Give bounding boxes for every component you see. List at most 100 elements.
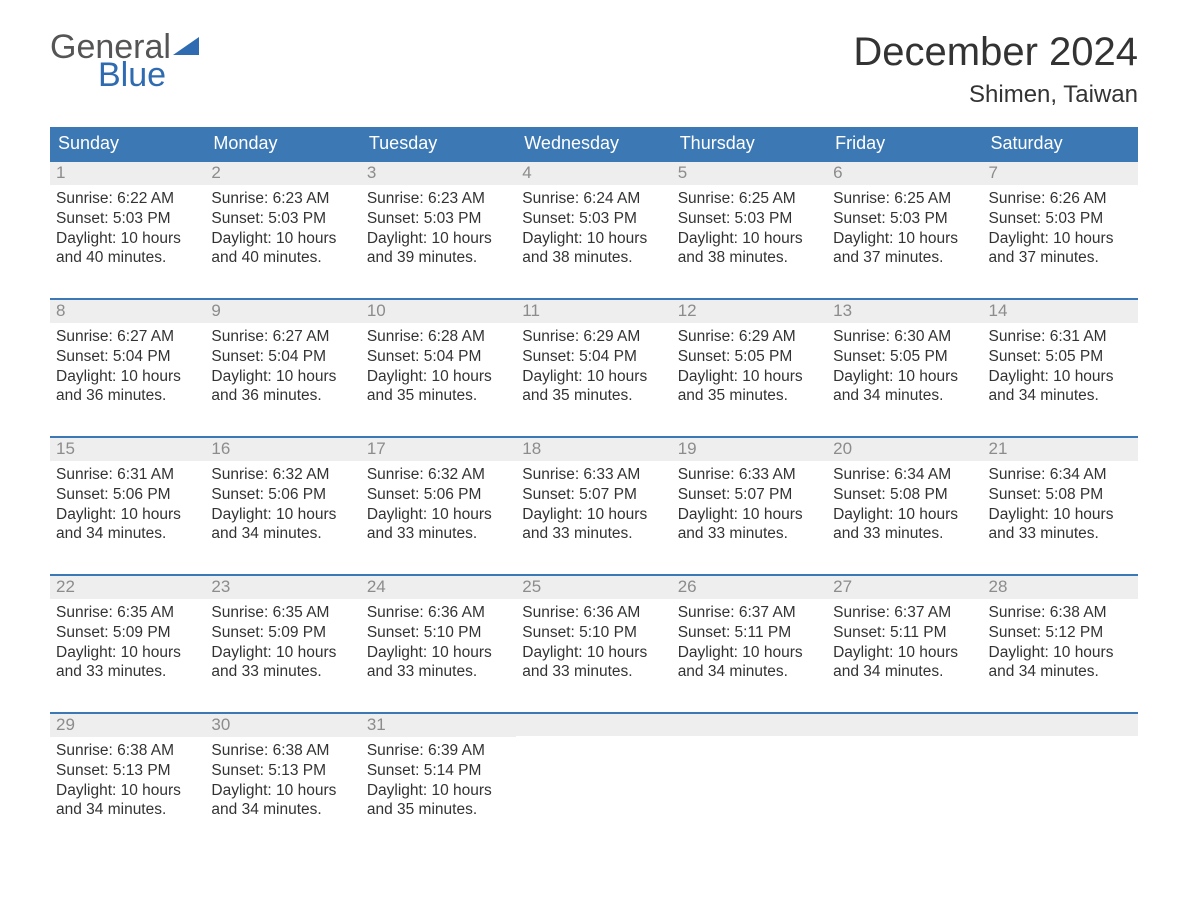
date-number: 6 bbox=[827, 162, 982, 185]
title-block: December 2024 Shimen, Taiwan bbox=[853, 30, 1138, 109]
cell-line-dl2: and 33 minutes. bbox=[56, 662, 199, 682]
cell-body: Sunrise: 6:24 AMSunset: 5:03 PMDaylight:… bbox=[516, 185, 671, 272]
cell-line-dl1: Daylight: 10 hours bbox=[211, 229, 354, 249]
cell-line-sunrise: Sunrise: 6:29 AM bbox=[678, 327, 821, 347]
cell-body: Sunrise: 6:35 AMSunset: 5:09 PMDaylight:… bbox=[205, 599, 360, 686]
cell-line-dl2: and 34 minutes. bbox=[989, 662, 1132, 682]
cell-body: Sunrise: 6:37 AMSunset: 5:11 PMDaylight:… bbox=[827, 599, 982, 686]
cell-line-sunset: Sunset: 5:09 PM bbox=[211, 623, 354, 643]
calendar-cell: 21Sunrise: 6:34 AMSunset: 5:08 PMDayligh… bbox=[983, 438, 1138, 556]
month-title: December 2024 bbox=[853, 30, 1138, 75]
cell-line-sunrise: Sunrise: 6:35 AM bbox=[56, 603, 199, 623]
day-header-sat: Saturday bbox=[983, 127, 1138, 162]
date-number: 16 bbox=[205, 438, 360, 461]
cell-line-dl2: and 33 minutes. bbox=[678, 524, 821, 544]
cell-body: Sunrise: 6:38 AMSunset: 5:12 PMDaylight:… bbox=[983, 599, 1138, 686]
cell-line-dl2: and 35 minutes. bbox=[522, 386, 665, 406]
cell-body: Sunrise: 6:38 AMSunset: 5:13 PMDaylight:… bbox=[205, 737, 360, 824]
cell-line-dl1: Daylight: 10 hours bbox=[367, 229, 510, 249]
date-number: 15 bbox=[50, 438, 205, 461]
cell-line-dl1: Daylight: 10 hours bbox=[989, 505, 1132, 525]
cell-body: Sunrise: 6:30 AMSunset: 5:05 PMDaylight:… bbox=[827, 323, 982, 410]
date-number: 12 bbox=[672, 300, 827, 323]
day-header-thu: Thursday bbox=[672, 127, 827, 162]
cell-body bbox=[983, 736, 1138, 816]
cell-line-dl2: and 37 minutes. bbox=[833, 248, 976, 268]
date-number: 17 bbox=[361, 438, 516, 461]
cell-line-dl2: and 33 minutes. bbox=[367, 524, 510, 544]
cell-body: Sunrise: 6:28 AMSunset: 5:04 PMDaylight:… bbox=[361, 323, 516, 410]
cell-body: Sunrise: 6:27 AMSunset: 5:04 PMDaylight:… bbox=[50, 323, 205, 410]
cell-line-sunset: Sunset: 5:04 PM bbox=[56, 347, 199, 367]
cell-body: Sunrise: 6:22 AMSunset: 5:03 PMDaylight:… bbox=[50, 185, 205, 272]
cell-line-sunrise: Sunrise: 6:33 AM bbox=[522, 465, 665, 485]
cell-line-dl1: Daylight: 10 hours bbox=[367, 643, 510, 663]
cell-line-sunset: Sunset: 5:06 PM bbox=[211, 485, 354, 505]
cell-line-sunset: Sunset: 5:07 PM bbox=[678, 485, 821, 505]
calendar-cell: 15Sunrise: 6:31 AMSunset: 5:06 PMDayligh… bbox=[50, 438, 205, 556]
cell-body: Sunrise: 6:29 AMSunset: 5:05 PMDaylight:… bbox=[672, 323, 827, 410]
date-number: 19 bbox=[672, 438, 827, 461]
cell-line-sunset: Sunset: 5:03 PM bbox=[522, 209, 665, 229]
calendar-week: 15Sunrise: 6:31 AMSunset: 5:06 PMDayligh… bbox=[50, 436, 1138, 556]
cell-line-dl2: and 34 minutes. bbox=[211, 800, 354, 820]
cell-body: Sunrise: 6:31 AMSunset: 5:06 PMDaylight:… bbox=[50, 461, 205, 548]
cell-line-sunset: Sunset: 5:03 PM bbox=[678, 209, 821, 229]
cell-line-sunrise: Sunrise: 6:38 AM bbox=[56, 741, 199, 761]
cell-line-sunset: Sunset: 5:03 PM bbox=[56, 209, 199, 229]
cell-line-dl1: Daylight: 10 hours bbox=[989, 367, 1132, 387]
cell-line-dl1: Daylight: 10 hours bbox=[833, 229, 976, 249]
cell-body: Sunrise: 6:23 AMSunset: 5:03 PMDaylight:… bbox=[205, 185, 360, 272]
cell-body: Sunrise: 6:33 AMSunset: 5:07 PMDaylight:… bbox=[672, 461, 827, 548]
cell-line-sunrise: Sunrise: 6:27 AM bbox=[56, 327, 199, 347]
cell-line-sunset: Sunset: 5:03 PM bbox=[833, 209, 976, 229]
day-header-sun: Sunday bbox=[50, 127, 205, 162]
cell-line-dl2: and 40 minutes. bbox=[56, 248, 199, 268]
cell-body: Sunrise: 6:27 AMSunset: 5:04 PMDaylight:… bbox=[205, 323, 360, 410]
cell-line-sunset: Sunset: 5:09 PM bbox=[56, 623, 199, 643]
cell-line-sunset: Sunset: 5:04 PM bbox=[211, 347, 354, 367]
date-number: 21 bbox=[983, 438, 1138, 461]
calendar-cell: 11Sunrise: 6:29 AMSunset: 5:04 PMDayligh… bbox=[516, 300, 671, 418]
cell-line-sunrise: Sunrise: 6:32 AM bbox=[367, 465, 510, 485]
cell-line-sunrise: Sunrise: 6:25 AM bbox=[833, 189, 976, 209]
cell-line-sunrise: Sunrise: 6:30 AM bbox=[833, 327, 976, 347]
calendar-cell: 7Sunrise: 6:26 AMSunset: 5:03 PMDaylight… bbox=[983, 162, 1138, 280]
date-number: 25 bbox=[516, 576, 671, 599]
cell-line-dl1: Daylight: 10 hours bbox=[678, 643, 821, 663]
cell-line-dl2: and 33 minutes. bbox=[522, 662, 665, 682]
calendar-cell: 3Sunrise: 6:23 AMSunset: 5:03 PMDaylight… bbox=[361, 162, 516, 280]
cell-line-sunset: Sunset: 5:14 PM bbox=[367, 761, 510, 781]
date-number: 10 bbox=[361, 300, 516, 323]
cell-line-dl2: and 38 minutes. bbox=[522, 248, 665, 268]
cell-line-dl2: and 36 minutes. bbox=[56, 386, 199, 406]
date-number: 14 bbox=[983, 300, 1138, 323]
date-number: 5 bbox=[672, 162, 827, 185]
calendar-cell bbox=[983, 714, 1138, 832]
date-number: 28 bbox=[983, 576, 1138, 599]
cell-line-dl1: Daylight: 10 hours bbox=[989, 643, 1132, 663]
cell-line-dl1: Daylight: 10 hours bbox=[56, 367, 199, 387]
cell-body: Sunrise: 6:33 AMSunset: 5:07 PMDaylight:… bbox=[516, 461, 671, 548]
calendar-cell: 25Sunrise: 6:36 AMSunset: 5:10 PMDayligh… bbox=[516, 576, 671, 694]
cell-line-sunset: Sunset: 5:07 PM bbox=[522, 485, 665, 505]
calendar-cell: 18Sunrise: 6:33 AMSunset: 5:07 PMDayligh… bbox=[516, 438, 671, 556]
date-number bbox=[983, 714, 1138, 736]
calendar-cell: 4Sunrise: 6:24 AMSunset: 5:03 PMDaylight… bbox=[516, 162, 671, 280]
location-label: Shimen, Taiwan bbox=[853, 81, 1138, 109]
header-row: General Blue December 2024 Shimen, Taiwa… bbox=[50, 30, 1138, 109]
calendar-week: 22Sunrise: 6:35 AMSunset: 5:09 PMDayligh… bbox=[50, 574, 1138, 694]
calendar-cell: 2Sunrise: 6:23 AMSunset: 5:03 PMDaylight… bbox=[205, 162, 360, 280]
date-number: 30 bbox=[205, 714, 360, 737]
cell-line-sunrise: Sunrise: 6:23 AM bbox=[367, 189, 510, 209]
cell-line-dl2: and 34 minutes. bbox=[211, 524, 354, 544]
date-number: 23 bbox=[205, 576, 360, 599]
calendar-week: 8Sunrise: 6:27 AMSunset: 5:04 PMDaylight… bbox=[50, 298, 1138, 418]
brand-logo: General Blue bbox=[50, 30, 201, 92]
calendar-cell: 24Sunrise: 6:36 AMSunset: 5:10 PMDayligh… bbox=[361, 576, 516, 694]
calendar-cell: 9Sunrise: 6:27 AMSunset: 5:04 PMDaylight… bbox=[205, 300, 360, 418]
cell-line-sunset: Sunset: 5:10 PM bbox=[367, 623, 510, 643]
cell-line-sunrise: Sunrise: 6:27 AM bbox=[211, 327, 354, 347]
calendar-cell: 31Sunrise: 6:39 AMSunset: 5:14 PMDayligh… bbox=[361, 714, 516, 832]
calendar-cell: 29Sunrise: 6:38 AMSunset: 5:13 PMDayligh… bbox=[50, 714, 205, 832]
